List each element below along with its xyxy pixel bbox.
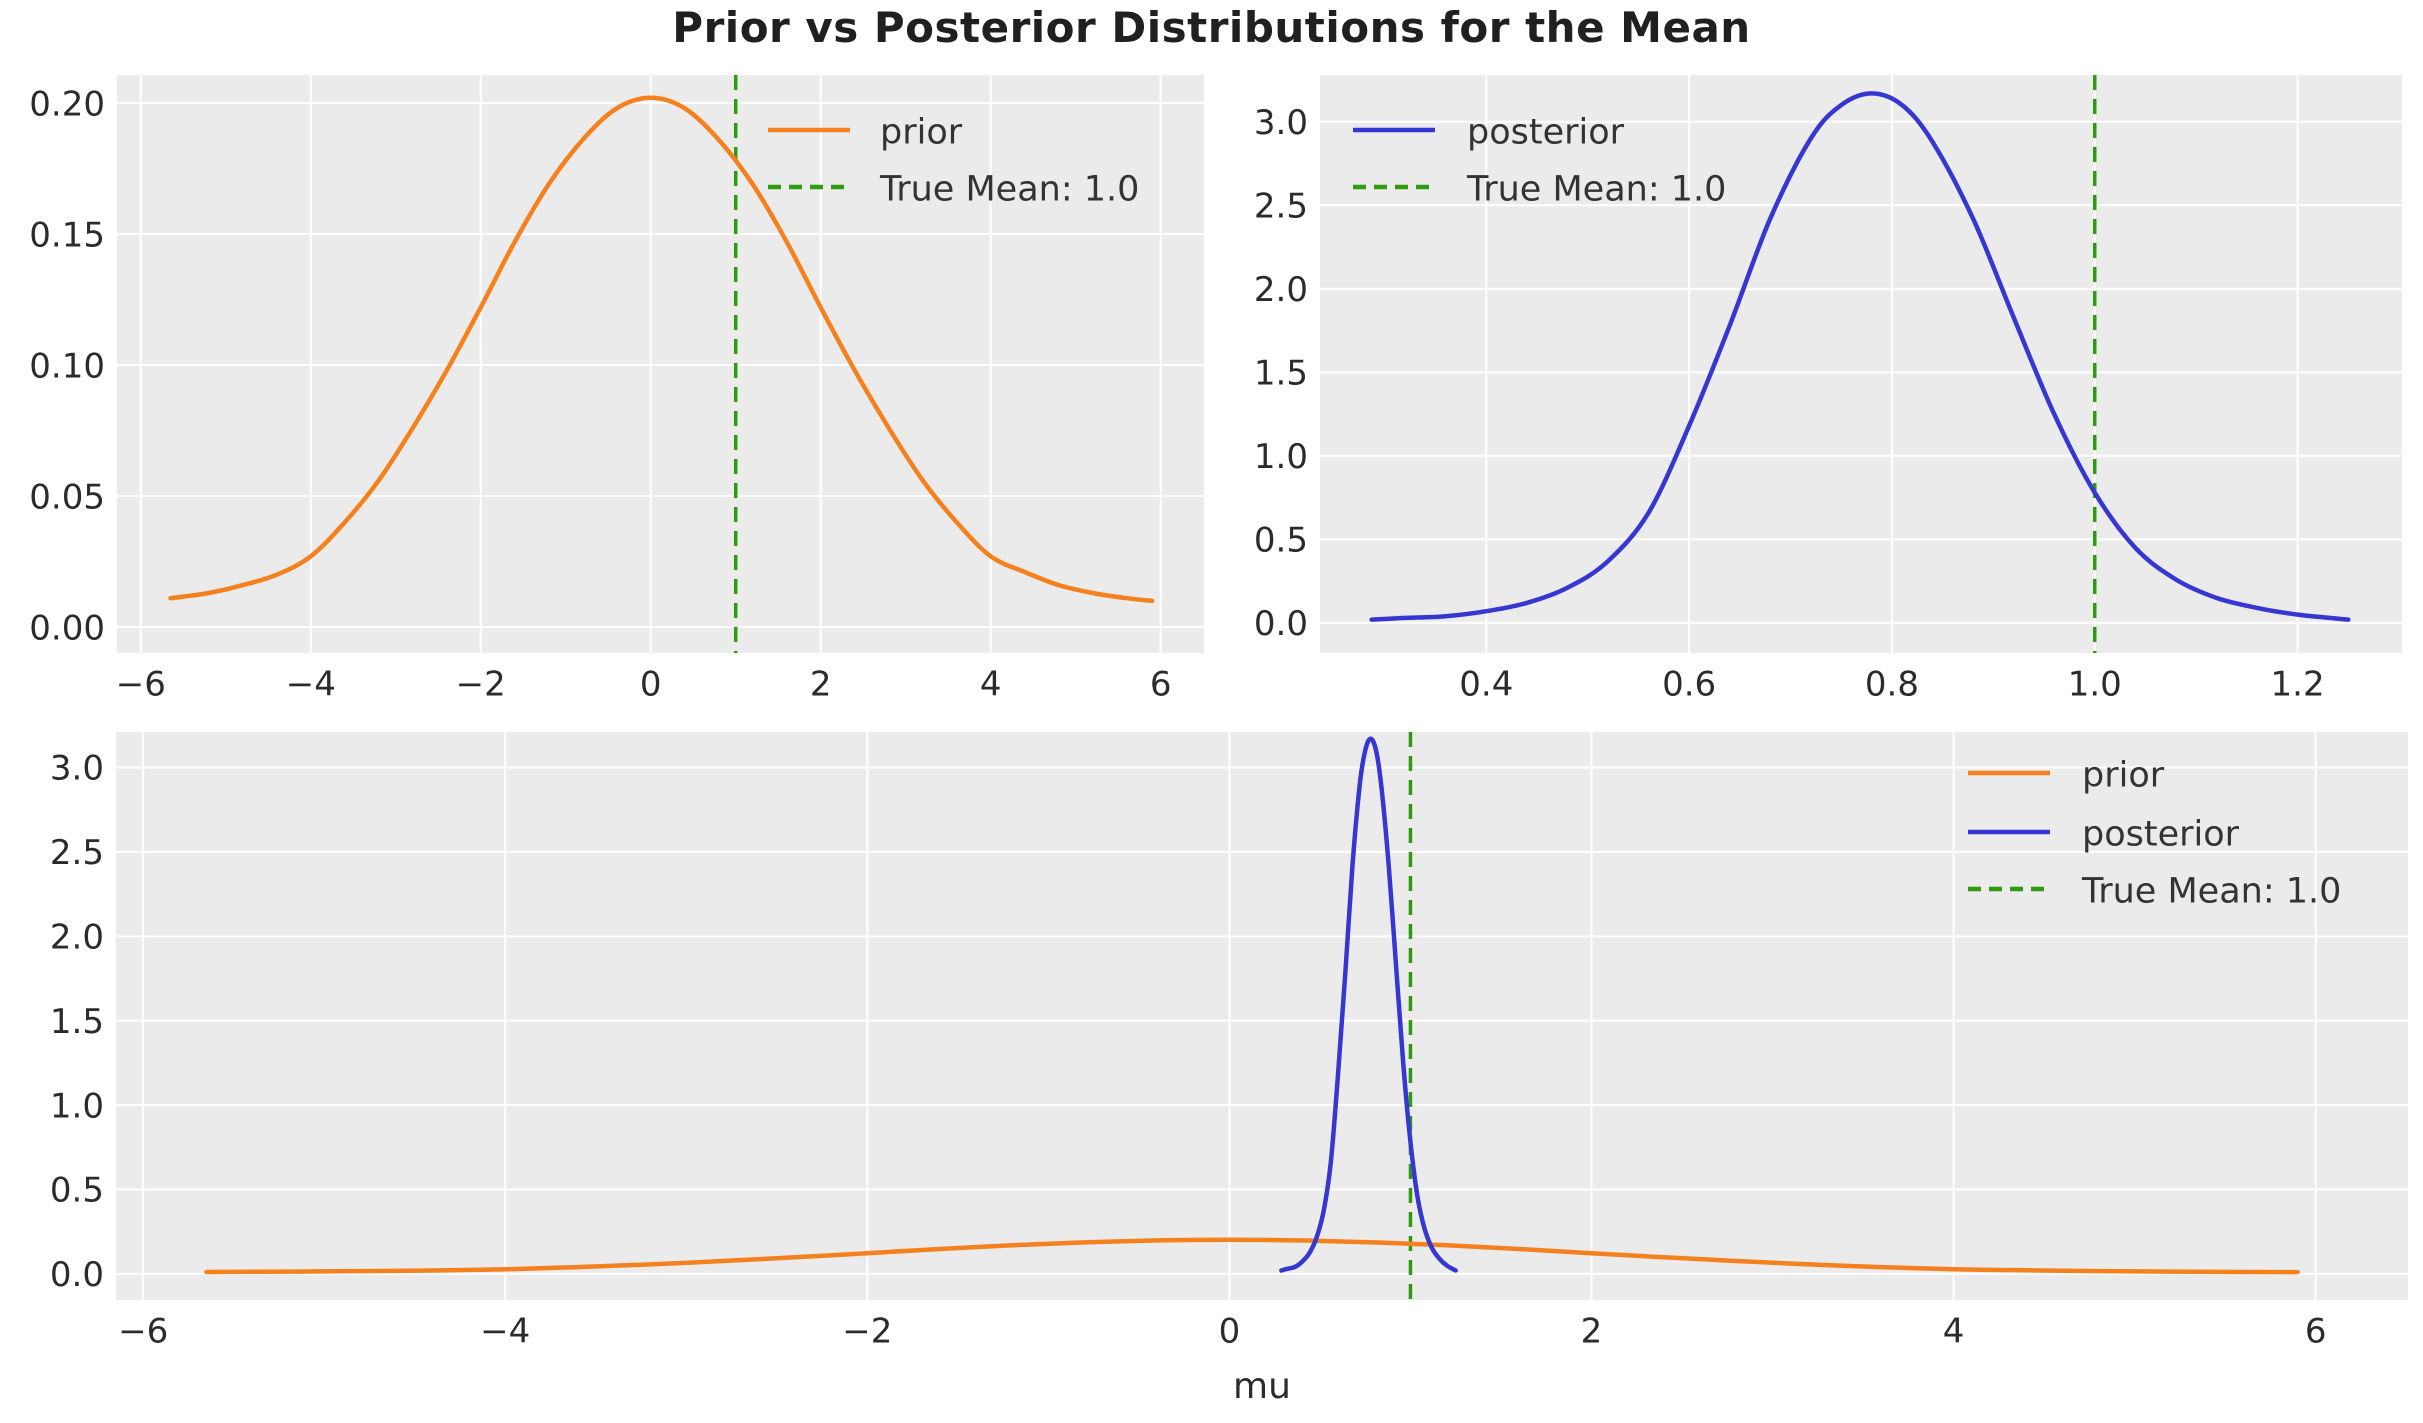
posterior-curve bbox=[1279, 736, 1458, 1273]
x-tick-label: 2 bbox=[1581, 1312, 1603, 1352]
legend-label: posterior bbox=[2082, 815, 2240, 855]
x-tick-label: −6 bbox=[118, 1312, 168, 1352]
x-tick-label: 0 bbox=[640, 665, 662, 705]
legend-label: posterior bbox=[1467, 113, 1625, 153]
posterior-plot-background bbox=[1320, 75, 2402, 653]
x-tick-label: −4 bbox=[286, 665, 336, 705]
x-tick-label: 0.8 bbox=[1865, 665, 1919, 705]
prior-plot: −6 −4 −2 0 2 4 6 0.00 0.05 0.10 0.15 0.20 prior True … bbox=[29, 75, 1204, 705]
prior-plot-legend: prior True Mean: 1.0 bbox=[768, 113, 1139, 210]
y-tick-label: 0.0 bbox=[50, 1255, 104, 1295]
x-tick-label: −6 bbox=[116, 665, 166, 705]
posterior-plot: 0.4 0.6 0.8 1.0 1.2 0.0 0.5 1.0 1.5 2.0 2.5 3.0 post… bbox=[1254, 75, 2402, 705]
y-tick-label: 3.0 bbox=[1254, 103, 1308, 143]
figure-title: Prior vs Posterior Distributions for the… bbox=[672, 3, 1751, 52]
x-tick-label: −2 bbox=[842, 1312, 892, 1352]
y-tick-label: 0.20 bbox=[29, 84, 105, 124]
prior-plot-background bbox=[117, 75, 1204, 653]
x-tick-label: 0.6 bbox=[1662, 665, 1716, 705]
x-tick-label: 4 bbox=[1943, 1312, 1965, 1352]
x-tick-label: 0 bbox=[1219, 1312, 1241, 1352]
x-tick-label: −4 bbox=[480, 1312, 530, 1352]
y-tick-label: 1.5 bbox=[1254, 354, 1308, 394]
legend-label: prior bbox=[2082, 756, 2165, 796]
y-tick-label: 0.15 bbox=[29, 215, 105, 255]
combined-plot-legend: prior posterior True Mean: 1.0 bbox=[1968, 756, 2341, 912]
y-tick-label: 1.0 bbox=[1254, 437, 1308, 477]
legend-label: True Mean: 1.0 bbox=[879, 170, 1139, 210]
prior-curve bbox=[168, 95, 1155, 604]
posterior-plot-legend: posterior True Mean: 1.0 bbox=[1353, 113, 1726, 210]
prior-curve bbox=[204, 1237, 2300, 1275]
y-tick-label: 1.0 bbox=[50, 1086, 104, 1126]
x-tick-label: 1.2 bbox=[2271, 665, 2325, 705]
combined-plot: −6 −4 −2 0 2 4 6 0.0 0.5 1.0 1.5 2.0 2.5 3.0 mu prior po… bbox=[50, 732, 2408, 1407]
legend-label: True Mean: 1.0 bbox=[1466, 170, 1726, 210]
y-tick-label: 2.0 bbox=[50, 917, 104, 957]
x-tick-label: 0.4 bbox=[1459, 665, 1513, 705]
x-tick-label: 2 bbox=[810, 665, 832, 705]
legend-label: True Mean: 1.0 bbox=[2081, 872, 2341, 912]
posterior-curve bbox=[1369, 91, 2351, 622]
y-tick-label: 3.0 bbox=[50, 749, 104, 789]
y-tick-label: 0.5 bbox=[1254, 521, 1308, 561]
x-tick-label: 4 bbox=[980, 665, 1002, 705]
legend-label: prior bbox=[880, 113, 963, 153]
x-tick-label: 6 bbox=[2305, 1312, 2327, 1352]
x-tick-label: 6 bbox=[1150, 665, 1172, 705]
y-tick-label: 1.5 bbox=[50, 1002, 104, 1042]
y-tick-label: 0.05 bbox=[29, 477, 105, 517]
y-tick-label: 0.10 bbox=[29, 346, 105, 386]
y-tick-label: 0.5 bbox=[50, 1171, 104, 1211]
y-tick-label: 0.0 bbox=[1254, 604, 1308, 644]
y-tick-label: 2.5 bbox=[50, 833, 104, 873]
x-tick-label: −2 bbox=[456, 665, 506, 705]
x-axis-label: mu bbox=[1233, 1366, 1291, 1407]
y-tick-label: 2.0 bbox=[1254, 270, 1308, 310]
x-tick-label: 1.0 bbox=[2068, 665, 2122, 705]
y-tick-label: 0.00 bbox=[29, 608, 105, 648]
combined-plot-background bbox=[116, 732, 2408, 1300]
y-tick-label: 2.5 bbox=[1254, 187, 1308, 227]
